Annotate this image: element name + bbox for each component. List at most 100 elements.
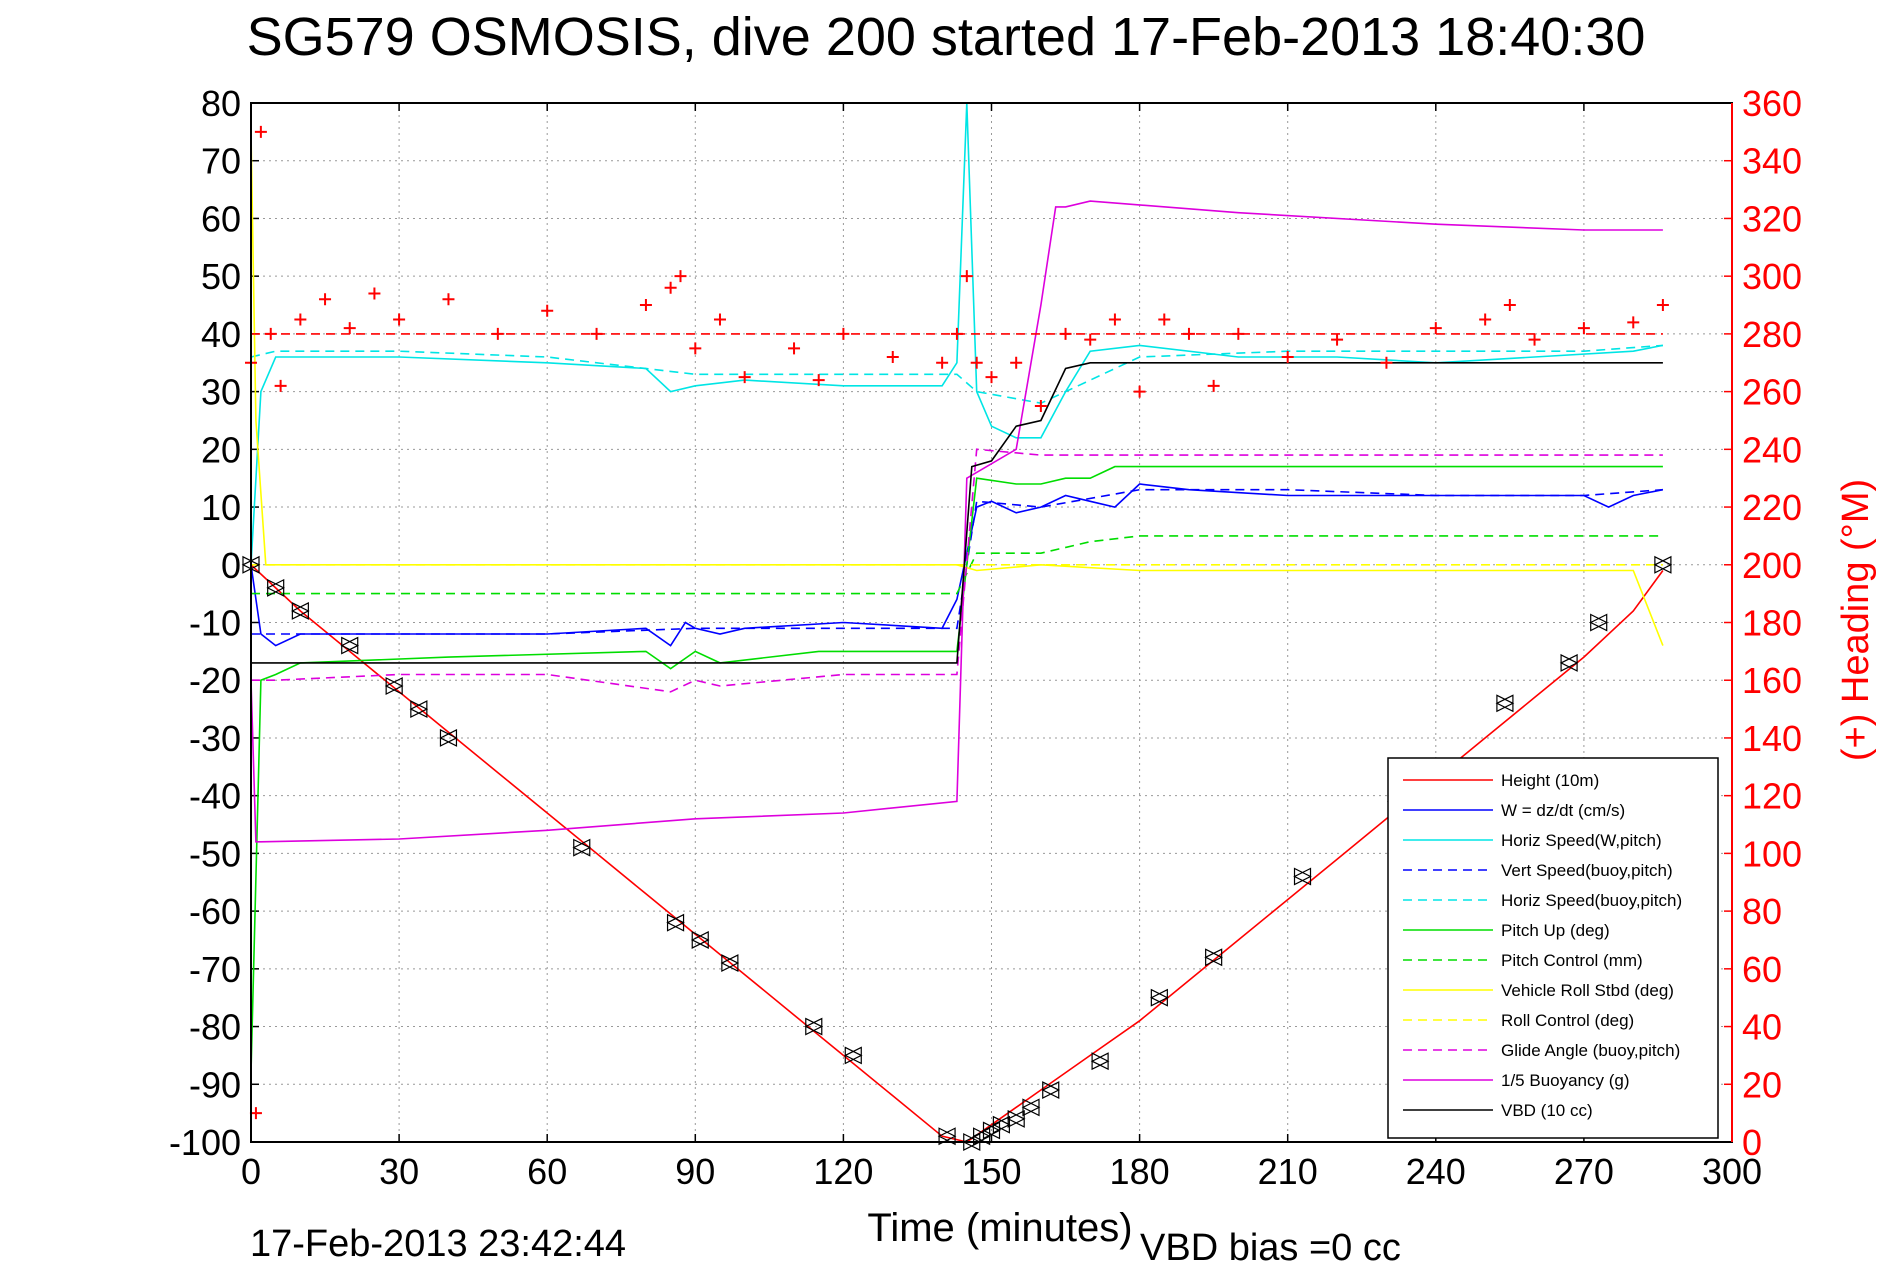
heading-point: [1207, 379, 1220, 392]
legend-entry: Horiz Speed(buoy,pitch): [1501, 891, 1682, 910]
legend-entry: Pitch Control (mm): [1501, 951, 1643, 970]
legend-entry: Pitch Up (deg): [1501, 921, 1610, 940]
heading-point: [1010, 356, 1023, 369]
x-tick-label: 60: [527, 1151, 567, 1192]
depth-marker: [439, 728, 458, 747]
heading-point: [1133, 385, 1146, 398]
y2-tick-label: 0: [1742, 1122, 1762, 1163]
heading-point: [985, 371, 998, 384]
depth-marker: [1150, 988, 1169, 1007]
series-5-line: [250, 465, 1663, 1073]
legend: Height (10m) W = dz/dt (cm/s) Horiz Speed(…: [1387, 757, 1719, 1139]
series-11-line: [251, 361, 1663, 664]
y2-axis-label: (+) Heading (°M): [1835, 479, 1877, 761]
y-tick-label: 40: [201, 314, 241, 355]
depth-marker: [804, 1017, 824, 1036]
y-tick-label: -10: [189, 603, 241, 644]
x-tick-labels: 0 30 60 90 120 150 180 210 240 270 300: [241, 1151, 1762, 1192]
y2-tick-label: 140: [1742, 718, 1802, 759]
y2-tick-label: 60: [1742, 949, 1782, 990]
y2-tick-label: 260: [1742, 372, 1802, 413]
y-tick-label: -90: [189, 1064, 241, 1105]
y-tick-label: 20: [201, 429, 241, 470]
heading-point: [442, 293, 455, 306]
heading-point: [319, 293, 332, 306]
heading-point: [738, 371, 751, 384]
x-tick-label: 90: [675, 1151, 715, 1192]
y2-tick-label: 160: [1742, 660, 1802, 701]
heading-point: [713, 313, 726, 326]
heading-point: [960, 270, 973, 283]
heading-point: [1528, 333, 1541, 346]
depth-marker: [1090, 1052, 1110, 1071]
legend-entry: Vehicle Roll Stbd (deg): [1501, 981, 1674, 1000]
depth-marker: [291, 601, 310, 620]
x-tick-label: 150: [961, 1151, 1021, 1192]
depth-marker: [572, 838, 592, 857]
heading-point: [812, 374, 825, 387]
legend-entry: W = dz/dt (cm/s): [1501, 801, 1625, 820]
y2-tick-label: 20: [1742, 1064, 1782, 1105]
depth-marker: [1293, 867, 1312, 886]
heading-point: [689, 342, 702, 355]
heading-point: [1281, 350, 1294, 363]
depth-marker: [340, 636, 360, 655]
heading-point: [1380, 356, 1393, 369]
depth-marker: [1006, 1109, 1026, 1128]
legend-entry: Glide Angle (buoy,pitch): [1501, 1041, 1680, 1060]
y2-tick-label: 200: [1742, 545, 1802, 586]
y2-tick-label: 120: [1742, 776, 1802, 817]
heading-point: [1034, 400, 1047, 413]
y-tick-label: 0: [221, 545, 241, 586]
depth-marker: [690, 931, 710, 949]
y-tick-label: -30: [189, 718, 241, 759]
y-tick-label: -60: [189, 891, 241, 932]
y-tick-label: 80: [201, 83, 241, 124]
heading-point: [664, 281, 677, 294]
depth-marker: [666, 913, 685, 932]
depth-marker: [1559, 653, 1579, 672]
depth-marker: [1495, 694, 1515, 713]
heading-point: [254, 125, 267, 138]
heading-point: [886, 350, 899, 363]
heading-point: [343, 322, 356, 335]
heading-point: [788, 342, 801, 355]
heading-point: [274, 379, 287, 392]
heading-point: [368, 287, 381, 300]
depth-marker: [843, 1046, 863, 1065]
depth-marker: [409, 700, 429, 719]
y-tick-label: 10: [201, 487, 241, 528]
heading-point: [936, 356, 949, 369]
y-tick-label: -100: [169, 1122, 241, 1163]
legend-box: [1387, 757, 1719, 1139]
series-3-line: [251, 488, 1663, 635]
heading-point: [294, 313, 307, 326]
heading-point: [1503, 299, 1516, 312]
x-tick-label: 210: [1258, 1151, 1318, 1192]
series-7-line: [250, 131, 1664, 646]
depth-marker: [972, 1127, 991, 1146]
x-tick-label: 300: [1702, 1151, 1762, 1192]
depth-marker: [384, 677, 404, 695]
y2-tick-label: 100: [1742, 833, 1802, 874]
heading-point: [393, 313, 406, 326]
depth-marker: [1204, 948, 1223, 967]
depth-marker: [1589, 613, 1609, 632]
heading-point: [1627, 316, 1640, 329]
y2-tick-label: 220: [1742, 487, 1802, 528]
series-9-line: [251, 448, 1663, 693]
heading-point: [1084, 333, 1097, 346]
legend-entry: Height (10m): [1501, 771, 1599, 790]
y-tick-label: 50: [201, 256, 241, 297]
y-tick-label: 30: [201, 372, 241, 413]
y2-tick-labels: 3603403203002802602402202001801601401201…: [1742, 83, 1802, 1163]
legend-entry: Horiz Speed(W,pitch): [1501, 831, 1662, 850]
heading-point: [639, 299, 652, 312]
y2-tick-label: 300: [1742, 256, 1802, 297]
legend-entry: VBD (10 cc): [1501, 1101, 1593, 1120]
depth-marker: [1021, 1098, 1041, 1117]
x-tick-label: 120: [813, 1151, 873, 1192]
y2-tick-label: 180: [1742, 603, 1802, 644]
y-tick-labels: 80 70 60 50 40 30 20 10 0 -10 -20 -30 -40 -50 -60 -70 -8…: [169, 83, 241, 1163]
